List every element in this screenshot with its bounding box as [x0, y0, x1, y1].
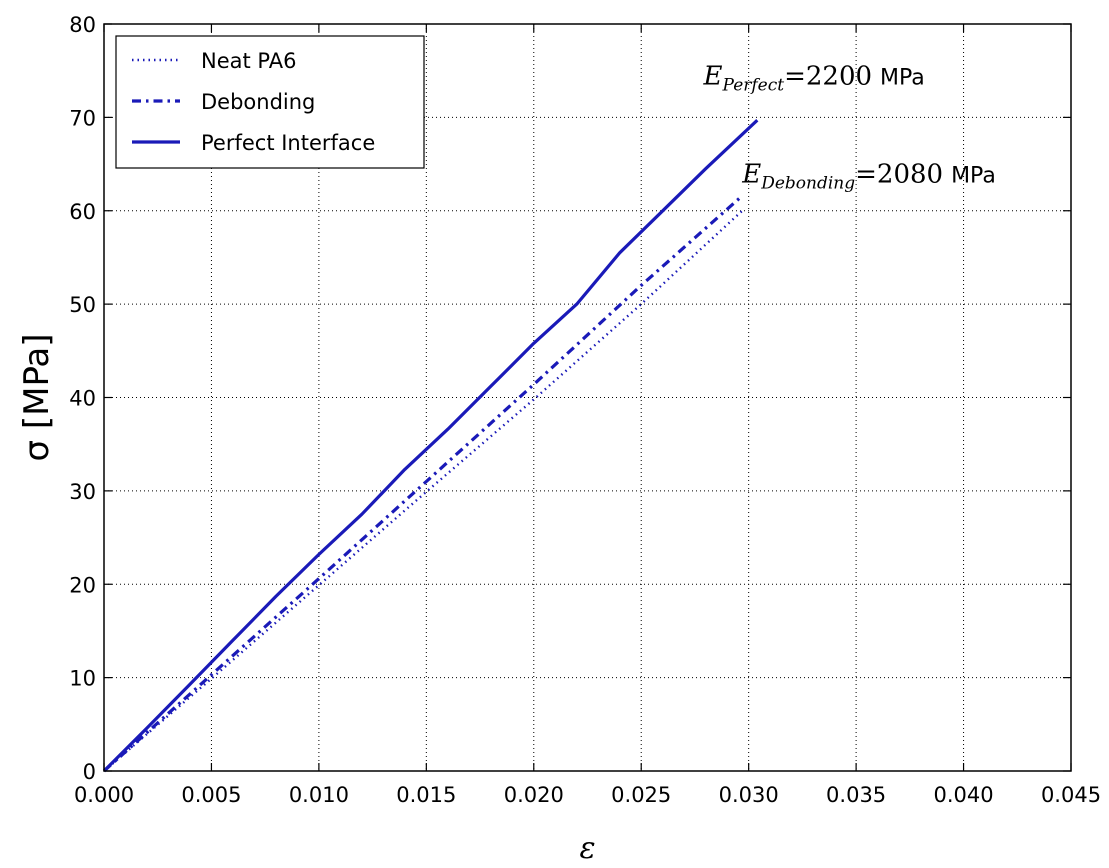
- y-tick-label: 50: [69, 293, 96, 317]
- y-tick-label: 10: [69, 667, 96, 691]
- y-tick-label: 30: [69, 480, 96, 504]
- x-tick-label: 0.000: [74, 783, 134, 807]
- y-tick-label: 20: [69, 573, 96, 597]
- x-tick-label: 0.015: [396, 783, 456, 807]
- x-tick-label: 0.005: [181, 783, 241, 807]
- x-tick-label: 0.040: [933, 783, 993, 807]
- series-line-perfect-interface: [102, 119, 759, 773]
- x-tick-label: 0.045: [1041, 783, 1101, 807]
- y-tick-label: 80: [69, 13, 96, 37]
- x-tick-label: 0.030: [719, 783, 779, 807]
- axis-ticks: 0.000 0.005 0.010 0.015 0.020 0.025 0.030 0.035…: [69, 13, 1101, 807]
- y-tick-label: 70: [69, 106, 96, 130]
- x-tick-label: 0.035: [826, 783, 886, 807]
- y-tick-label: 0: [83, 760, 96, 784]
- y-tick-label: 40: [69, 387, 96, 411]
- y-tick-label: 60: [69, 200, 96, 224]
- legend-label: Neat PA6: [201, 49, 296, 73]
- y-axis-label: σ [MPa]: [17, 333, 57, 461]
- annotations: EPerfect=2200 MPa EDebonding=2080 MPa: [703, 62, 996, 194]
- series-lines: [102, 119, 759, 773]
- modulus-annotation: EDebonding=2080 MPa: [741, 160, 996, 194]
- legend-label: Debonding: [201, 90, 315, 114]
- x-tick-label: 0.010: [289, 783, 349, 807]
- x-tick-label: 0.025: [611, 783, 671, 807]
- series-line-neat-pa6: [103, 209, 744, 772]
- legend: Neat PA6 Debonding Perfect Interface: [115, 35, 425, 169]
- legend-box: [115, 35, 425, 169]
- x-axis-label: ε: [579, 831, 595, 863]
- legend-label: Perfect Interface: [201, 131, 375, 155]
- modulus-annotation: EPerfect=2200 MPa: [703, 62, 925, 96]
- series-line-debonding: [102, 196, 742, 773]
- x-tick-label: 0.020: [504, 783, 564, 807]
